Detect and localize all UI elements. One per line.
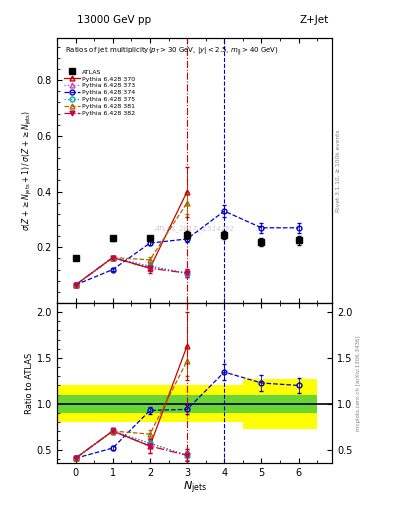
Text: 13000 GeV pp: 13000 GeV pp bbox=[77, 15, 151, 25]
Y-axis label: mcplots.cern.ch [arXiv:1306.3436]: mcplots.cern.ch [arXiv:1306.3436] bbox=[356, 335, 362, 431]
Y-axis label: Ratio to ATLAS: Ratio to ATLAS bbox=[25, 353, 34, 414]
Text: ATLAS_2017_I1514251: ATLAS_2017_I1514251 bbox=[154, 225, 235, 232]
Text: Ratios of jet multiplicity($p_T > 30$ GeV, $|y| < 2.5$, $m_{||} > 40$ GeV): Ratios of jet multiplicity($p_T > 30$ Ge… bbox=[65, 45, 279, 57]
Y-axis label: $\sigma(Z + \geq N_\mathrm{jets}+1)\,/\,\sigma(Z + \geq N_\mathrm{jets})$: $\sigma(Z + \geq N_\mathrm{jets}+1)\,/\,… bbox=[21, 110, 34, 231]
Y-axis label: Rivet 3.1.10, ≥ 100k events: Rivet 3.1.10, ≥ 100k events bbox=[336, 130, 341, 212]
X-axis label: $N_\mathrm{jets}$: $N_\mathrm{jets}$ bbox=[182, 480, 207, 496]
Legend: ATLAS, Pythia 6.428 370, Pythia 6.428 373, Pythia 6.428 374, Pythia 6.428 375, P: ATLAS, Pythia 6.428 370, Pythia 6.428 37… bbox=[63, 68, 137, 117]
Text: Z+Jet: Z+Jet bbox=[300, 15, 329, 25]
